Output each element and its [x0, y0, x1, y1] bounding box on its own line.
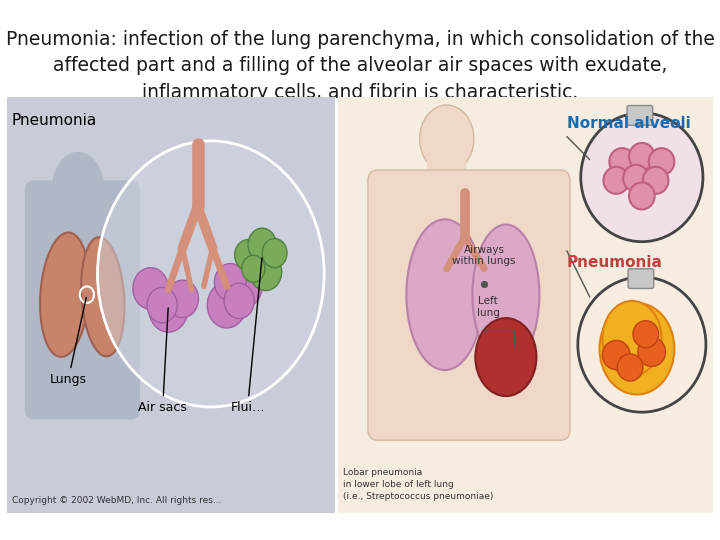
Circle shape — [248, 228, 276, 261]
Circle shape — [638, 338, 665, 367]
Circle shape — [166, 280, 199, 318]
Circle shape — [649, 148, 675, 175]
Circle shape — [609, 148, 635, 175]
FancyBboxPatch shape — [7, 97, 335, 513]
Circle shape — [235, 240, 261, 271]
Text: Left
lung: Left lung — [477, 296, 500, 318]
Text: Normal alveoli: Normal alveoli — [567, 116, 690, 131]
Circle shape — [603, 167, 629, 194]
Ellipse shape — [600, 303, 675, 395]
Ellipse shape — [51, 152, 104, 230]
Text: Air sacs: Air sacs — [138, 308, 187, 414]
Circle shape — [581, 113, 703, 242]
Ellipse shape — [406, 219, 483, 370]
Circle shape — [147, 287, 177, 323]
FancyBboxPatch shape — [427, 139, 467, 193]
Circle shape — [262, 239, 287, 268]
Text: Flui…: Flui… — [230, 258, 265, 414]
Circle shape — [227, 266, 262, 307]
Circle shape — [149, 286, 188, 332]
Circle shape — [633, 321, 659, 348]
Ellipse shape — [420, 105, 474, 173]
FancyBboxPatch shape — [60, 191, 96, 242]
FancyBboxPatch shape — [25, 180, 140, 420]
FancyBboxPatch shape — [338, 97, 713, 513]
Circle shape — [224, 284, 254, 319]
Ellipse shape — [475, 318, 536, 396]
FancyBboxPatch shape — [627, 105, 653, 125]
Circle shape — [617, 354, 643, 381]
Text: Pneumonia: Pneumonia — [12, 113, 97, 128]
Ellipse shape — [603, 301, 662, 376]
Circle shape — [133, 268, 168, 309]
FancyBboxPatch shape — [368, 170, 570, 440]
Circle shape — [250, 253, 282, 291]
Ellipse shape — [472, 225, 539, 365]
Circle shape — [629, 183, 654, 210]
Ellipse shape — [81, 237, 125, 356]
Circle shape — [623, 165, 649, 192]
Circle shape — [578, 277, 706, 412]
Circle shape — [629, 143, 654, 170]
Circle shape — [215, 264, 246, 301]
Text: Lungs: Lungs — [50, 298, 86, 386]
Circle shape — [207, 282, 246, 328]
Circle shape — [242, 255, 265, 282]
Circle shape — [97, 141, 324, 407]
Ellipse shape — [40, 233, 89, 357]
Text: Pneumonia: infection of the lung parenchyma, in which consolidation of the
affec: Pneumonia: infection of the lung parench… — [6, 30, 714, 102]
FancyBboxPatch shape — [628, 269, 654, 288]
Text: Copyright © 2002 WebMD, Inc. All rights res...: Copyright © 2002 WebMD, Inc. All rights … — [12, 496, 221, 505]
Circle shape — [603, 340, 630, 369]
Text: Lobar pneumonia
in lower lobe of left lung
(i.e., Streptococcus pneumoniae): Lobar pneumonia in lower lobe of left lu… — [343, 468, 494, 501]
Text: Pneumonia: Pneumonia — [567, 255, 663, 270]
Text: Airways
within lungs: Airways within lungs — [452, 245, 516, 266]
Circle shape — [643, 167, 668, 194]
